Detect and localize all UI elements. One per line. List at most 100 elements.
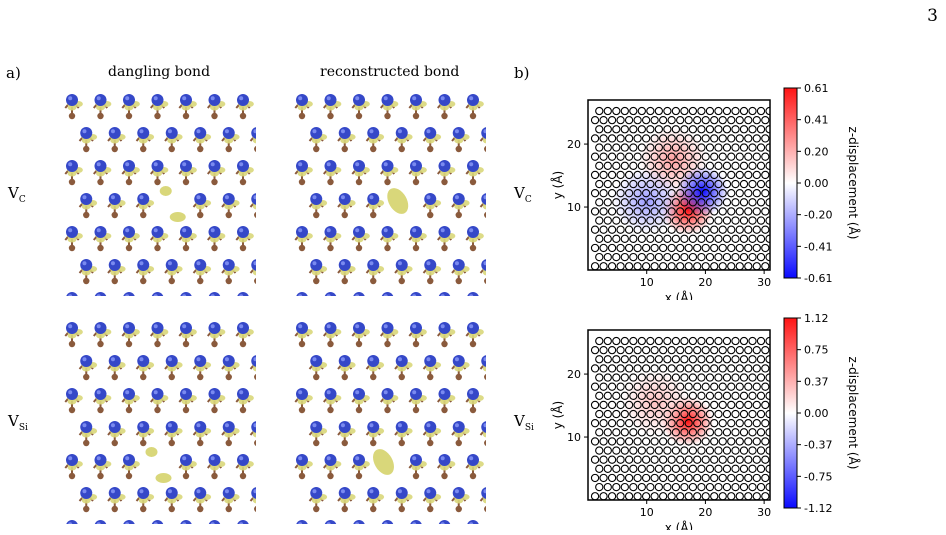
carbon-atom: [211, 340, 218, 348]
atom-site: [693, 473, 702, 483]
atom-site: [705, 234, 715, 243]
nitrogen-atom: [165, 487, 178, 499]
carbon-atom: [225, 211, 232, 219]
atom-site: [616, 115, 625, 125]
atom-site: [616, 382, 625, 391]
atom-site: [722, 336, 732, 346]
atom-site: [658, 152, 668, 161]
atom-site: [667, 152, 676, 161]
atom-site: [752, 419, 761, 428]
atom-site: [641, 455, 651, 464]
atom-site: [650, 170, 659, 180]
atom-site: [595, 216, 604, 225]
atom-site: [612, 179, 621, 189]
atom-site: [684, 419, 693, 428]
atom-site: [676, 243, 685, 253]
nitrogen-atom: [237, 226, 249, 238]
atom-site: [590, 473, 600, 483]
atom-site: [756, 198, 766, 207]
atom-highlight: [125, 522, 130, 524]
nitrogen-atom: [222, 193, 235, 205]
atom-site: [710, 134, 719, 143]
nitrogen-atom: [296, 388, 308, 400]
carbon-atom: [111, 373, 118, 381]
atom-site: [731, 161, 740, 170]
atom-site: [731, 234, 740, 243]
atom-site: [612, 373, 621, 382]
nitrogen-atom: [410, 160, 422, 172]
atom-site: [774, 337, 781, 344]
carbon-atom: [370, 277, 377, 285]
nitrogen-atom: [123, 454, 135, 466]
atom-site: [663, 143, 672, 152]
atom-site: [774, 180, 781, 187]
atom-site: [761, 225, 770, 234]
atom-site: [697, 373, 706, 382]
atom-site: [722, 161, 732, 170]
atom-site: [710, 345, 719, 355]
atom-site: [607, 345, 617, 355]
nitrogen-atom: [324, 94, 337, 106]
atom-layer: [66, 322, 256, 524]
atom-site: [761, 437, 770, 446]
atom-site: [616, 400, 625, 410]
atom-site: [658, 419, 668, 428]
atom-site: [714, 143, 723, 152]
atom-site: [654, 234, 664, 243]
atom-site: [633, 115, 642, 125]
atom-highlight: [469, 522, 474, 524]
atom-highlight: [397, 129, 402, 134]
atom-site: [616, 225, 625, 234]
atom-site: [697, 336, 706, 346]
atom-site: [595, 179, 604, 189]
atom-site: [748, 125, 757, 134]
atom-site: [714, 428, 723, 437]
atom-site: [756, 482, 766, 492]
nitrogen-atom: [353, 160, 365, 172]
atom-site: [756, 125, 766, 134]
atom-highlight: [253, 261, 256, 266]
panel-a-letter: a): [6, 64, 21, 82]
atom-highlight: [355, 324, 360, 329]
atom-highlight: [326, 96, 331, 101]
atom-site: [624, 115, 634, 125]
atom-highlight: [298, 228, 303, 233]
nitrogen-atom: [467, 160, 479, 172]
atom-site: [612, 446, 621, 455]
nitrogen-atom: [194, 421, 207, 433]
nitrogen-atom: [80, 193, 93, 205]
carbon-atom: [427, 277, 434, 285]
carbon-atom: [83, 145, 90, 153]
atom-site: [744, 115, 753, 125]
atom-site: [761, 419, 770, 428]
atom-site: [756, 234, 766, 243]
carbon-atom: [97, 340, 104, 348]
y-tick-label: 10: [567, 201, 581, 214]
colorbar-tick-label: -0.75: [804, 470, 832, 483]
carbon-atom: [182, 406, 190, 414]
carbon-atom: [455, 373, 462, 381]
atom-site: [646, 252, 655, 262]
atom-site: [633, 189, 642, 198]
atom-site: [718, 152, 727, 161]
carbon-atom: [239, 178, 247, 186]
atom-site: [705, 409, 715, 419]
atom-site: [684, 473, 693, 483]
atom-highlight: [440, 522, 445, 524]
carbon-atom: [97, 406, 104, 414]
atom-site: [744, 243, 753, 253]
carbon-atom: [125, 472, 133, 480]
atom-site: [756, 355, 766, 364]
carbon-atom: [239, 244, 247, 252]
carbon-atom: [254, 278, 256, 284]
atom-site: [727, 170, 736, 180]
atom-site: [595, 106, 604, 116]
atom-site: [646, 106, 655, 116]
nitrogen-atom: [66, 160, 78, 172]
nitrogen-atom: [467, 388, 479, 400]
atom-site: [774, 410, 781, 417]
nitrogen-atom: [452, 127, 465, 139]
carbon-atom: [97, 472, 104, 480]
nitrogen-atom: [367, 259, 380, 271]
y-axis-label: y (Å): [550, 401, 565, 430]
